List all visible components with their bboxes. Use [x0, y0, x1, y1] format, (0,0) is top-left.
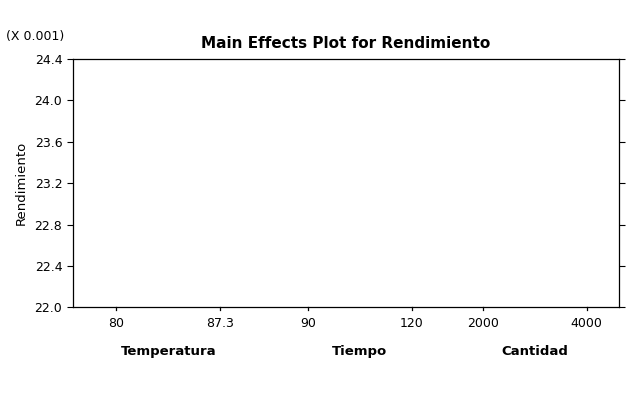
Text: 87.3: 87.3: [206, 317, 234, 330]
Text: 2000: 2000: [467, 317, 499, 330]
Text: (X 0.001): (X 0.001): [6, 30, 64, 43]
Text: 120: 120: [400, 317, 423, 330]
Text: 4000: 4000: [571, 317, 602, 330]
Text: 90: 90: [300, 317, 316, 330]
Text: Temperatura: Temperatura: [121, 344, 216, 357]
Text: Tiempo: Tiempo: [332, 344, 387, 357]
Text: Cantidad: Cantidad: [501, 344, 568, 357]
Text: 80: 80: [109, 317, 125, 330]
Title: Main Effects Plot for Rendimiento: Main Effects Plot for Rendimiento: [202, 36, 490, 51]
Y-axis label: Rendimiento: Rendimiento: [15, 141, 28, 225]
